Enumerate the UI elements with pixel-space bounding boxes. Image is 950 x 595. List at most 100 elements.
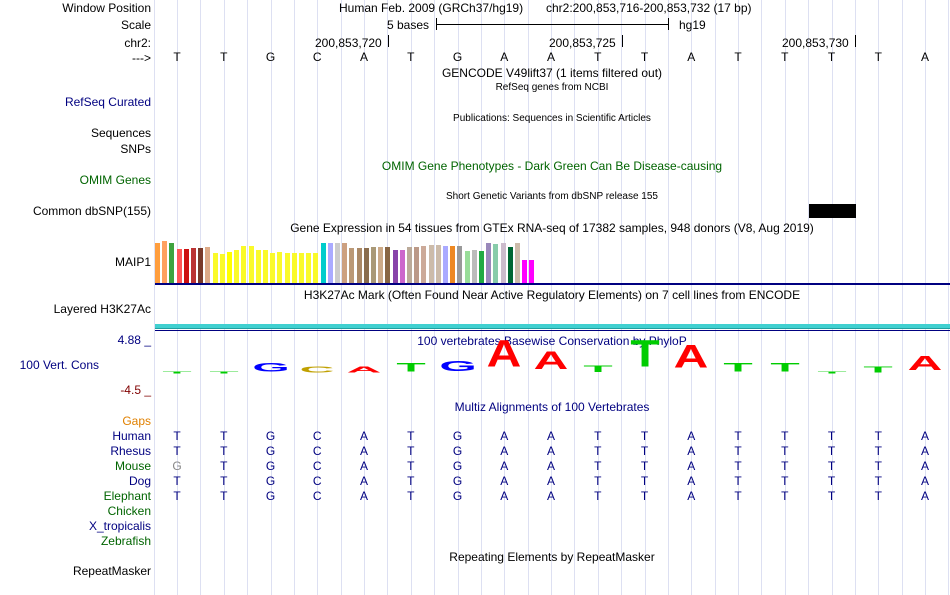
gtex-tissue-bar[interactable] bbox=[515, 243, 520, 283]
gtex-bar-chart[interactable] bbox=[155, 241, 555, 283]
gtex-tissue-bar[interactable] bbox=[335, 243, 340, 283]
omim-track-title[interactable]: OMIM Gene Phenotypes - Dark Green Can Be… bbox=[381, 159, 723, 173]
gtex-tissue-bar[interactable] bbox=[299, 253, 304, 283]
gtex-tissue-bar[interactable] bbox=[176, 249, 182, 283]
grid-line bbox=[504, 0, 506, 595]
gtex-tissue-bar[interactable] bbox=[471, 250, 477, 283]
sequences-label[interactable]: Sequences bbox=[90, 126, 151, 140]
gtex-tissue-bar[interactable] bbox=[486, 243, 492, 283]
gtex-tissue-bar[interactable] bbox=[270, 253, 276, 283]
repeatmasker-track-title[interactable]: Repeating Elements by RepeatMasker bbox=[449, 550, 655, 564]
gtex-tissue-bar[interactable] bbox=[479, 251, 484, 283]
gtex-tissue-bar[interactable] bbox=[162, 241, 168, 283]
species-label-chicken[interactable]: Chicken bbox=[107, 504, 151, 518]
phylop-track-title[interactable]: 100 vertebrates Basewise Conservation by… bbox=[417, 334, 687, 348]
gtex-tissue-bar[interactable] bbox=[306, 253, 312, 283]
gtex-tissue-bar[interactable] bbox=[392, 250, 398, 283]
multiz-track-title[interactable]: Multiz Alignments of 100 Vertebrates bbox=[454, 400, 650, 414]
gtex-tissue-bar[interactable] bbox=[277, 252, 283, 283]
gtex-tissue-bar[interactable] bbox=[241, 246, 247, 283]
gaps-label[interactable]: Gaps bbox=[122, 414, 151, 428]
gtex-tissue-bar[interactable] bbox=[450, 246, 456, 283]
alignment-base: T bbox=[594, 444, 602, 458]
gtex-tissue-bar[interactable] bbox=[183, 249, 189, 283]
gtex-tissue-bar[interactable] bbox=[356, 248, 362, 283]
gtex-tissue-bar[interactable] bbox=[500, 243, 506, 283]
grid-line bbox=[574, 0, 576, 595]
coord-tick-1 bbox=[388, 35, 389, 47]
gtex-tissue-bar[interactable] bbox=[313, 253, 319, 283]
gtex-tissue-bar[interactable] bbox=[169, 243, 175, 283]
species-label-dog[interactable]: Dog bbox=[128, 474, 151, 488]
omim-genes-label[interactable]: OMIM Genes bbox=[79, 173, 151, 187]
gtex-tissue-bar[interactable] bbox=[234, 250, 240, 283]
gtex-track-title[interactable]: Gene Expression in 54 tissues from GTEx … bbox=[290, 221, 814, 235]
species-label-human[interactable]: Human bbox=[112, 429, 151, 443]
common-dbsnp-label[interactable]: Common dbSNP(155) bbox=[32, 204, 151, 218]
gtex-tissue-bar[interactable] bbox=[320, 243, 326, 283]
species-label-mouse[interactable]: Mouse bbox=[114, 459, 151, 473]
species-label-zebrafish[interactable]: Zebrafish bbox=[100, 534, 151, 548]
h3k27ac-signal[interactable] bbox=[155, 324, 950, 329]
gtex-baseline bbox=[155, 283, 950, 285]
gtex-tissue-bar[interactable] bbox=[284, 253, 290, 283]
gtex-tissue-bar[interactable] bbox=[198, 248, 204, 283]
layered-h3k27ac-label[interactable]: Layered H3K27Ac bbox=[53, 302, 151, 316]
publications-track-title[interactable]: Publications: Sequences in Scientific Ar… bbox=[453, 113, 651, 124]
species-label-elephant[interactable]: Elephant bbox=[103, 489, 151, 503]
coord-label-2: 200,853,725 bbox=[549, 36, 616, 50]
gtex-tissue-bar[interactable] bbox=[227, 252, 232, 283]
refseq-curated-label[interactable]: RefSeq Curated bbox=[64, 95, 151, 109]
gtex-tissue-bar[interactable] bbox=[414, 247, 420, 283]
alignment-base: A bbox=[920, 429, 929, 443]
gtex-tissue-bar[interactable] bbox=[205, 247, 211, 283]
gtex-tissue-bar[interactable] bbox=[457, 246, 463, 283]
gtex-tissue-bar[interactable] bbox=[291, 253, 297, 283]
gtex-tissue-bar[interactable] bbox=[255, 250, 261, 283]
alignment-base: A bbox=[687, 429, 696, 443]
gtex-tissue-bar[interactable] bbox=[349, 248, 355, 283]
species-label-rhesus[interactable]: Rhesus bbox=[110, 444, 151, 458]
gtex-tissue-bar[interactable] bbox=[421, 246, 427, 283]
gtex-tissue-bar[interactable] bbox=[212, 253, 218, 283]
base-letter: T bbox=[173, 50, 181, 64]
repeatmasker-label[interactable]: RepeatMasker bbox=[72, 564, 151, 578]
gtex-tissue-bar[interactable] bbox=[191, 248, 196, 283]
dbsnp-track-title[interactable]: Short Genetic Variants from dbSNP releas… bbox=[446, 191, 658, 202]
gtex-tissue-bar[interactable] bbox=[248, 246, 254, 283]
gencode-track-title[interactable]: GENCODE V49lift37 (1 items filtered out) bbox=[441, 66, 663, 80]
phylop-logo-letter: T bbox=[209, 371, 239, 375]
refseq-track-title[interactable]: RefSeq genes from NCBI bbox=[495, 82, 609, 93]
species-label-x_tropicalis[interactable]: X_tropicalis bbox=[88, 519, 151, 533]
gtex-tissue-bar[interactable] bbox=[342, 243, 348, 283]
strand-arrow-label[interactable]: ---> bbox=[132, 51, 151, 65]
maip1-label[interactable]: MAIP1 bbox=[114, 255, 151, 269]
gtex-tissue-bar[interactable] bbox=[443, 246, 448, 283]
gtex-tissue-bar[interactable] bbox=[263, 250, 268, 283]
gtex-tissue-bar[interactable] bbox=[378, 247, 384, 283]
gtex-tissue-bar[interactable] bbox=[399, 250, 405, 283]
gtex-tissue-bar[interactable] bbox=[522, 260, 528, 283]
gtex-tissue-bar[interactable] bbox=[529, 260, 535, 283]
gtex-tissue-bar[interactable] bbox=[155, 243, 160, 283]
gtex-tissue-bar[interactable] bbox=[363, 248, 369, 283]
gtex-tissue-bar[interactable] bbox=[385, 247, 391, 283]
gtex-tissue-bar[interactable] bbox=[407, 247, 412, 283]
gtex-tissue-bar[interactable] bbox=[435, 245, 441, 283]
snps-label[interactable]: SNPs bbox=[120, 142, 151, 156]
h3k27ac-track-title[interactable]: H3K27Ac Mark (Often Found Near Active Re… bbox=[303, 288, 801, 302]
vert-cons-label[interactable]: 100 Vert. Cons bbox=[19, 358, 99, 372]
gtex-tissue-bar[interactable] bbox=[507, 247, 513, 283]
base-letter: T bbox=[874, 50, 882, 64]
gtex-tissue-bar[interactable] bbox=[327, 243, 333, 283]
gtex-tissue-bar[interactable] bbox=[493, 244, 499, 283]
dbsnp-variant-block[interactable] bbox=[809, 204, 856, 218]
track-area[interactable]: Human Feb. 2009 (GRCh37/hg19) chr2:200,8… bbox=[153, 0, 950, 595]
alignment-base: A bbox=[687, 474, 696, 488]
gtex-tissue-bar[interactable] bbox=[371, 247, 376, 283]
gtex-tissue-bar[interactable] bbox=[428, 245, 434, 283]
phylop-logo-letter: G bbox=[438, 358, 477, 375]
gtex-tissue-bar[interactable] bbox=[219, 254, 225, 283]
gtex-tissue-bar[interactable] bbox=[464, 251, 470, 283]
